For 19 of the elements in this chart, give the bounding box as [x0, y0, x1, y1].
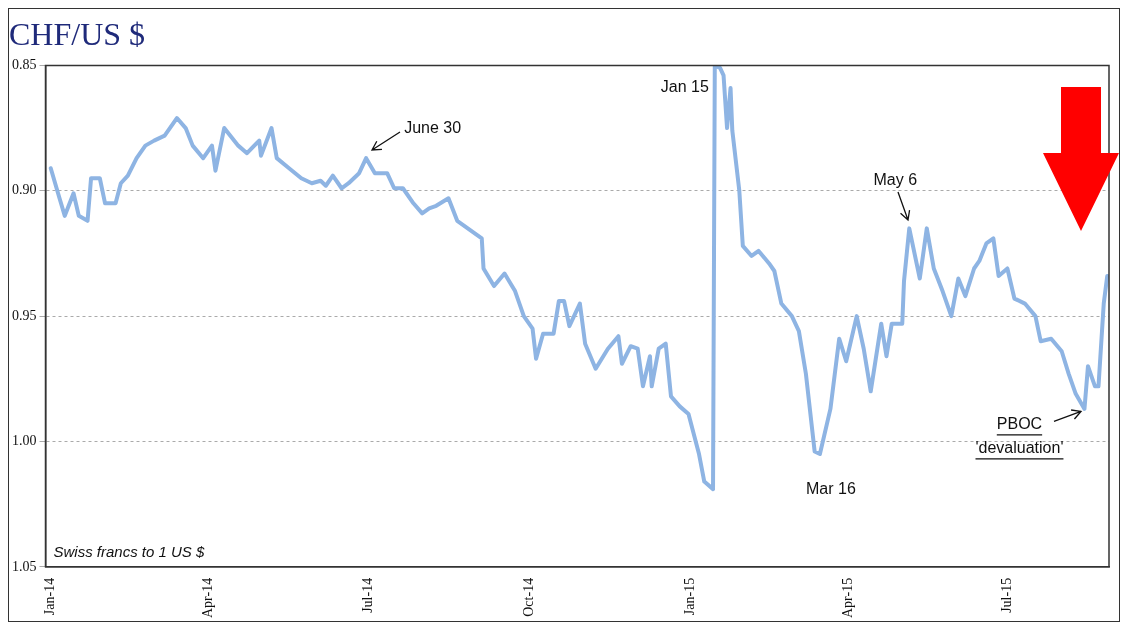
annotation: May 6	[873, 170, 918, 188]
y-tick-label: 1.05	[12, 558, 37, 574]
y-tick-label: 1.00	[12, 433, 37, 449]
annotation: June 30	[404, 118, 462, 136]
annotation: Jan 15	[660, 77, 709, 95]
x-tick-label: Jul-14	[359, 577, 375, 613]
y-tick-label: 0.90	[12, 182, 37, 198]
chart-title: CHF/US $	[9, 15, 146, 52]
y-tick-label: 0.95	[12, 307, 37, 323]
y-tick-label: 0.85	[12, 57, 37, 73]
annotation: Swiss francs to 1 US $	[53, 542, 206, 560]
x-tick-label: Oct-14	[520, 577, 536, 617]
x-tick-label: Apr-15	[839, 577, 855, 618]
x-tick-label: Jul-15	[999, 577, 1015, 613]
annotation: Mar 16	[806, 480, 856, 498]
annotation: PBOC 'devaluation'	[975, 415, 1064, 457]
x-tick-label: Jan-14	[42, 577, 58, 616]
x-tick-label: Apr-14	[200, 577, 216, 618]
x-tick-label: Jan-15	[681, 577, 697, 616]
